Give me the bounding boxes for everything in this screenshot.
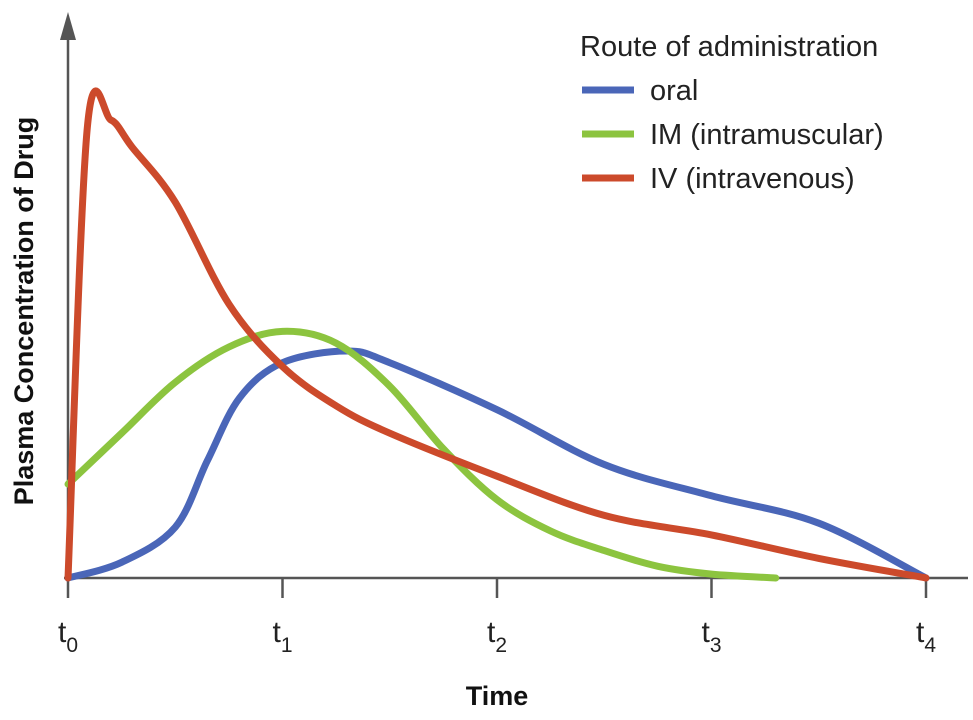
x-ticks: t0 t1 t2 t3 t4: [58, 578, 936, 657]
x-tick-label: t3: [702, 616, 722, 657]
legend-title: Route of administration: [580, 31, 878, 63]
series-lines: [64, 87, 930, 582]
series-line-iv: [64, 87, 930, 582]
series-line-oral: [64, 347, 930, 582]
legend-label: IV (intravenous): [650, 163, 855, 195]
x-tick-label: t2: [487, 616, 507, 657]
x-tick-label: t4: [916, 616, 936, 657]
legend-label: oral: [650, 75, 698, 107]
legend-label: IM (intramuscular): [650, 119, 884, 151]
y-axis-title: Plasma Concentration of Drug: [9, 117, 39, 506]
x-tick-label: t1: [273, 616, 293, 657]
legend: Route of administration oral IM (intramus…: [580, 31, 884, 195]
y-axis-arrow-icon: [60, 12, 76, 40]
x-tick-label: t0: [58, 616, 78, 657]
series-line-im: [64, 327, 780, 582]
x-axis-title: Time: [466, 681, 529, 711]
